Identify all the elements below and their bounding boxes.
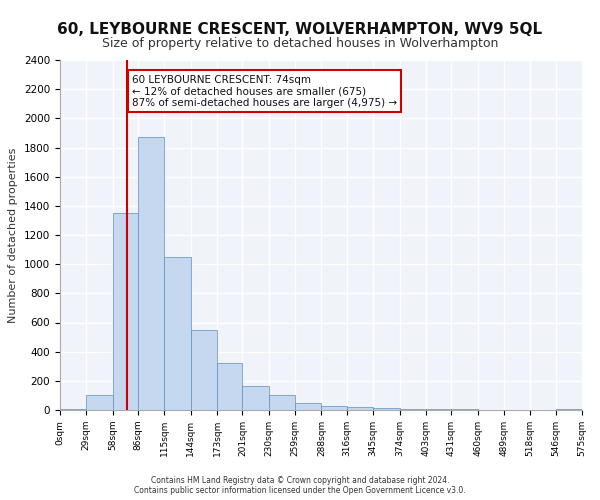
Bar — [60, 408, 86, 410]
Text: Size of property relative to detached houses in Wolverhampton: Size of property relative to detached ho… — [102, 38, 498, 51]
Bar — [113, 213, 138, 410]
Bar — [191, 330, 217, 410]
Bar — [295, 402, 322, 410]
Text: Contains HM Land Registry data © Crown copyright and database right 2024.
Contai: Contains HM Land Registry data © Crown c… — [134, 476, 466, 495]
Bar — [138, 136, 164, 410]
Text: 60, LEYBOURNE CRESCENT, WOLVERHAMPTON, WV9 5QL: 60, LEYBOURNE CRESCENT, WOLVERHAMPTON, W… — [58, 22, 542, 38]
Y-axis label: Number of detached properties: Number of detached properties — [8, 148, 19, 322]
Bar — [242, 386, 269, 410]
Bar — [86, 396, 113, 410]
Text: 60 LEYBOURNE CRESCENT: 74sqm
← 12% of detached houses are smaller (675)
87% of s: 60 LEYBOURNE CRESCENT: 74sqm ← 12% of de… — [132, 74, 397, 108]
Bar — [217, 362, 242, 410]
Bar — [347, 407, 373, 410]
Bar — [164, 257, 191, 410]
Bar — [322, 406, 347, 410]
Bar — [373, 408, 400, 410]
Bar — [400, 408, 426, 410]
Bar — [451, 408, 478, 410]
Bar — [556, 408, 582, 410]
Bar — [269, 396, 295, 410]
